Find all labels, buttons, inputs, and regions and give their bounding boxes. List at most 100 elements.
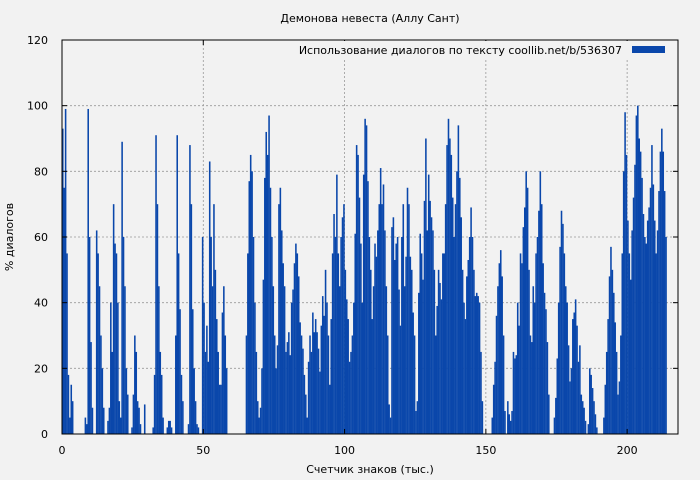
bar [548,394,550,434]
bar [457,125,460,435]
bar [88,237,91,434]
bar [637,105,639,435]
bar [367,181,369,434]
bar [321,296,324,434]
bar [603,417,605,434]
bar [189,145,191,434]
bar [382,184,385,434]
bar [355,145,358,434]
y-tick-label: 60 [34,231,48,244]
bar [511,411,513,434]
bar [491,417,494,434]
bar [283,286,286,434]
bar [648,207,650,434]
bar [642,214,645,434]
bar [143,404,146,434]
bar [528,269,530,434]
bar [285,351,287,434]
bar [323,315,325,434]
bar [555,397,557,434]
bar [251,171,253,434]
bar [187,424,190,434]
bar [614,322,616,434]
bar [426,230,429,434]
bar [316,332,318,434]
bar [336,174,338,434]
y-axis-label: % диалогов [3,203,16,271]
bar [289,355,292,434]
bar [663,191,666,434]
bar [392,217,395,434]
bar [434,335,437,434]
bar [370,269,372,434]
bar [401,237,403,434]
bar [265,131,268,434]
bar [618,381,621,434]
bar [167,420,170,434]
bar [299,322,301,434]
bar [111,351,114,434]
x-tick-label: 100 [334,444,355,457]
bar [628,253,631,434]
bar [588,368,591,434]
bar [566,302,568,434]
bar [446,145,448,434]
x-axis-label: Счетчик знаков (тыс.) [306,463,434,476]
bar [459,177,461,434]
bar [371,319,373,434]
bar [102,407,105,434]
bar [197,427,200,434]
bar [481,401,484,434]
bar [264,177,266,434]
bar [258,417,260,434]
bar [433,269,436,434]
bar [471,237,474,434]
bar [516,302,519,434]
legend: Использование диалогов по тексту coollib… [299,41,674,60]
bar [152,427,154,434]
bar [306,417,308,434]
bar [492,384,495,434]
bar [542,263,544,434]
bar [354,233,357,434]
bar [91,407,94,434]
bar [64,108,67,434]
bar [379,168,382,435]
bar [276,345,279,434]
bar [201,237,204,434]
bar [613,292,615,434]
bar [114,243,116,434]
bar [399,325,402,434]
bar [317,348,320,434]
bar [112,204,115,434]
bar [381,204,383,434]
bar [402,204,405,434]
bar [295,243,297,434]
bar [324,269,327,434]
bar [437,269,440,434]
bar [66,253,68,434]
bar [353,302,355,434]
bar [524,207,526,434]
bar [497,286,499,434]
bar [271,237,273,434]
bar [553,417,556,434]
bar [656,230,659,434]
bar [98,286,101,434]
bar [634,164,636,434]
bar [420,253,423,434]
bar [223,286,225,434]
bar [638,138,640,434]
bar [608,276,611,434]
bar [386,335,389,434]
bar [314,319,317,434]
bar [447,118,450,435]
bar [278,204,280,434]
bar [453,237,455,434]
bar [170,427,173,434]
bar [574,299,577,434]
bar [206,325,208,434]
bar [569,381,571,434]
bar [364,118,366,435]
bar [456,171,458,434]
